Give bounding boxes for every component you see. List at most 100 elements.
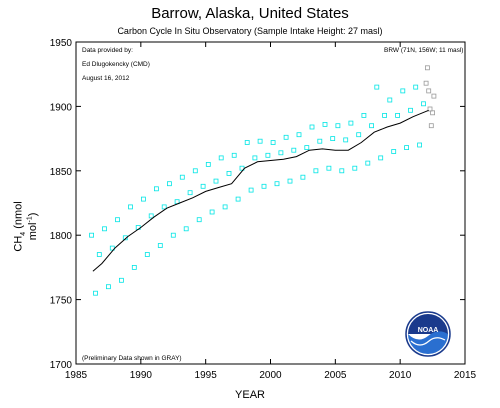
data-point — [417, 142, 423, 148]
data-point — [378, 155, 384, 161]
data-point — [322, 122, 328, 127]
data-point — [122, 235, 128, 241]
data-point — [408, 107, 413, 113]
preliminary-note: (Preliminary Data shown in GRAY) — [82, 355, 182, 362]
data-point — [106, 284, 111, 290]
data-point — [270, 140, 276, 145]
x-tick-label: 1985 — [65, 370, 88, 381]
data-point — [278, 150, 284, 156]
data-point — [226, 170, 232, 176]
data-point — [313, 168, 319, 174]
data-point — [356, 132, 362, 138]
provider-name: Ed Dlugokencky (CMD) — [82, 61, 150, 68]
preliminary-point — [431, 93, 437, 99]
data-point — [257, 138, 263, 144]
x-tick-label: 2005 — [324, 370, 347, 381]
trend-line — [92, 109, 429, 272]
y-tick-label: 1750 — [50, 296, 73, 307]
data-point — [382, 113, 388, 118]
noaa-logo: NOAA — [405, 311, 451, 357]
data-point — [157, 243, 163, 248]
data-point — [339, 168, 345, 174]
data-point — [374, 84, 380, 90]
data-point — [395, 113, 401, 118]
data-point — [361, 113, 367, 118]
y-axis-label: CH4 (nmol mol-1) — [12, 201, 40, 252]
preliminary-point — [428, 123, 434, 129]
x-tick-label: 2010 — [389, 370, 412, 381]
data-point — [261, 183, 267, 189]
data-point — [161, 204, 167, 210]
y-tick-label: 1700 — [50, 360, 73, 371]
x-tick-label: 2015 — [454, 370, 477, 381]
data-point — [205, 161, 211, 167]
data-point — [352, 165, 358, 171]
y-tick-label: 1850 — [50, 167, 73, 178]
data-point — [213, 178, 219, 184]
data-point — [196, 217, 202, 223]
station-info: BRW (71N, 156W; 11 masl) — [384, 47, 464, 54]
data-point — [291, 147, 297, 153]
data-point — [115, 217, 120, 223]
data-point — [365, 160, 371, 166]
data-point — [300, 174, 306, 180]
data-point — [343, 137, 349, 143]
y-tick-label: 1900 — [50, 102, 73, 113]
preliminary-point — [430, 110, 436, 116]
data-point — [96, 252, 102, 257]
data-point — [170, 232, 176, 238]
data-point — [148, 213, 154, 219]
data-point — [153, 186, 159, 192]
data-point — [265, 152, 271, 158]
data-point — [400, 88, 406, 94]
data-point — [387, 97, 393, 103]
data-point — [326, 165, 332, 171]
data-point — [144, 252, 150, 257]
data-point — [93, 290, 98, 296]
data-point — [235, 196, 241, 202]
data-point — [187, 190, 193, 196]
data-point — [413, 84, 419, 90]
x-axis-label: YEAR — [235, 389, 265, 401]
chart-subtitle: Carbon Cycle In Situ Observatory (Sample… — [117, 26, 383, 36]
data-point — [200, 183, 206, 189]
data-point — [274, 181, 280, 187]
x-tick-label: 1990 — [130, 370, 153, 381]
data-date: August 16, 2012 — [82, 75, 130, 82]
chart-title: Barrow, Alaska, United States — [151, 5, 349, 22]
data-point — [304, 145, 310, 151]
data-point — [192, 168, 198, 174]
data-point — [244, 140, 250, 145]
data-point — [218, 155, 224, 161]
y-tick-label: 1800 — [50, 231, 73, 242]
preliminary-point — [424, 65, 430, 71]
provider-label: Data provided by: — [82, 47, 133, 54]
data-point — [231, 152, 237, 158]
data-point — [140, 196, 146, 202]
preliminary-point — [427, 106, 433, 112]
x-tick-label: 1995 — [195, 370, 218, 381]
data-point — [309, 124, 315, 130]
preliminary-point — [423, 80, 429, 86]
data-point — [421, 101, 426, 107]
preliminary-point — [426, 88, 432, 94]
data-point — [369, 123, 375, 129]
data-point — [89, 232, 94, 238]
data-point — [296, 132, 302, 138]
y-tick-label: 1950 — [50, 38, 73, 49]
data-point — [391, 149, 397, 154]
data-point — [166, 181, 172, 187]
data-point — [183, 226, 189, 232]
data-point — [222, 204, 228, 210]
data-point — [404, 145, 410, 151]
data-point — [252, 155, 258, 161]
data-point — [348, 120, 354, 126]
data-point — [119, 277, 124, 283]
x-tick-label: 2000 — [259, 370, 282, 381]
data-point — [248, 187, 254, 193]
data-point — [102, 226, 107, 232]
logo-text: NOAA — [418, 327, 439, 334]
data-point — [179, 174, 185, 180]
data-point — [335, 123, 341, 129]
data-point — [317, 138, 323, 144]
